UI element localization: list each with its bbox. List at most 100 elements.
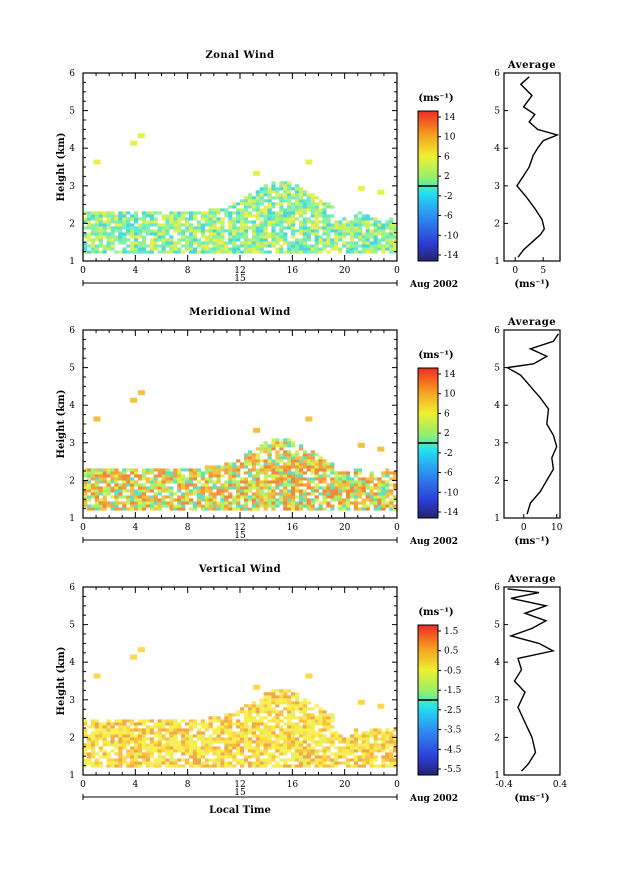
heatmap-cell — [94, 486, 99, 490]
heatmap-cell — [208, 465, 213, 469]
heatmap-cell — [243, 477, 249, 481]
heatmap-cell — [326, 722, 331, 726]
heatmap-cell — [208, 477, 213, 481]
heatmap-cell — [192, 725, 198, 729]
heatmap-cell — [295, 716, 300, 720]
heatmap-cell — [157, 758, 162, 762]
y-tick-label: 2 — [69, 733, 75, 743]
heatmap-cell — [177, 214, 182, 218]
heatmap-cell — [173, 480, 178, 484]
heatmap-cell — [240, 764, 245, 768]
heatmap-cell — [83, 489, 88, 493]
heatmap-cell — [385, 495, 390, 499]
heatmap-cell — [169, 507, 174, 511]
heatmap-cell — [287, 450, 292, 454]
heatmap-cell — [149, 250, 154, 254]
heatmap-cell — [279, 456, 284, 460]
heatmap-cell — [275, 501, 280, 505]
heatmap-cell — [279, 229, 284, 233]
heatmap-cell — [271, 492, 276, 496]
heatmap-cell — [275, 223, 280, 227]
heatmap-cell — [271, 190, 276, 194]
heatmap-cell — [208, 507, 213, 511]
heatmap-cell — [196, 498, 201, 502]
heatmap-cell — [200, 761, 205, 765]
heatmap-cell — [122, 480, 127, 484]
heatmap-cell — [361, 734, 366, 738]
heatmap-cell — [161, 226, 166, 230]
heatmap-cell — [243, 247, 249, 251]
heatmap-cell — [291, 486, 296, 490]
heatmap-cell — [255, 214, 260, 218]
heatmap-cell — [130, 397, 138, 403]
heatmap-cell — [302, 462, 307, 466]
heatmap-cell — [302, 250, 307, 254]
heatmap-cell — [310, 462, 315, 466]
heatmap-cell — [106, 734, 111, 738]
heatmap-cell — [342, 737, 347, 741]
heatmap-cell — [247, 462, 253, 466]
x-tick-label: 8 — [185, 780, 191, 790]
heatmap-cell — [192, 486, 198, 490]
heatmap-cell — [322, 220, 327, 224]
heatmap-cell — [189, 752, 194, 756]
heatmap-cell — [291, 710, 296, 714]
heatmap-cell — [185, 728, 190, 732]
heatmap-cell — [196, 501, 201, 505]
heatmap-cell — [302, 211, 307, 215]
heatmap-cell — [165, 740, 170, 744]
heatmap-cell — [291, 704, 296, 708]
heatmap-cell — [306, 456, 311, 460]
heatmap-cell — [228, 755, 233, 759]
heatmap-cell — [267, 740, 272, 744]
heatmap-cell — [185, 734, 190, 738]
heatmap-cell — [181, 734, 186, 738]
heatmap-cell — [263, 235, 268, 239]
heatmap-cell — [208, 238, 213, 242]
heatmap-cell — [189, 229, 194, 233]
heatmap-cell — [263, 716, 268, 720]
heatmap-cell — [189, 728, 194, 732]
heatmap-cell — [243, 226, 249, 230]
heatmap-cell — [373, 743, 378, 747]
heatmap-cell — [314, 241, 319, 245]
heatmap-cell — [102, 220, 107, 224]
heatmap-cell — [369, 758, 374, 762]
heatmap-cell — [90, 507, 95, 511]
heatmap-cell — [228, 238, 233, 242]
heatmap-cell — [243, 483, 249, 487]
heatmap-cell — [377, 229, 382, 233]
heatmap-cell — [106, 486, 111, 490]
heatmap-cell — [224, 743, 229, 747]
heatmap-cell — [291, 471, 296, 475]
heatmap-cell — [255, 495, 260, 499]
heatmap-cell — [322, 507, 327, 511]
heatmap-cell — [255, 459, 260, 463]
heatmap-cell — [259, 468, 264, 472]
heatmap-cell — [298, 477, 304, 481]
heatmap-cell — [291, 707, 296, 711]
heatmap-cell — [295, 749, 300, 753]
heatmap-cell — [357, 486, 362, 490]
heatmap-cell — [200, 226, 205, 230]
heatmap-cell — [243, 722, 249, 726]
heatmap-cell — [314, 758, 319, 762]
heatmap-cell — [228, 217, 233, 221]
heatmap-cell — [283, 438, 288, 442]
heatmap-cell — [102, 229, 107, 233]
heatmap-cell — [114, 746, 119, 750]
heatmap-cell — [330, 761, 335, 765]
heatmap-cell — [365, 746, 370, 750]
heatmap-cell — [204, 468, 209, 472]
heatmap-cell — [185, 501, 190, 505]
heatmap-cell — [287, 734, 292, 738]
heatmap-cell — [377, 749, 382, 753]
heatmap-cell — [326, 764, 331, 768]
heatmap-cell — [298, 456, 304, 460]
heatmap-cell — [169, 214, 174, 218]
heatmap-cell — [90, 244, 95, 248]
heatmap-cell — [287, 184, 292, 188]
heatmap-cell — [271, 244, 276, 248]
